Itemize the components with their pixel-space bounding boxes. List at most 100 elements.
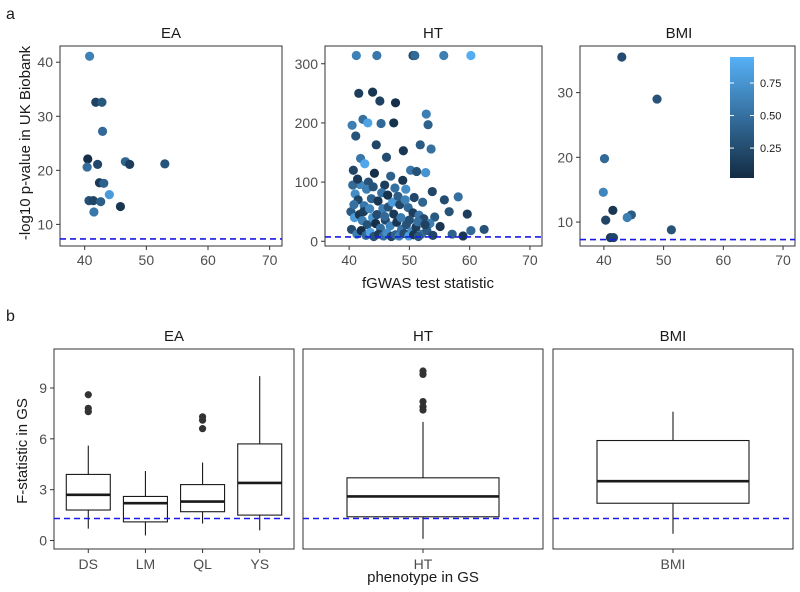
scatter-point-bmi	[622, 212, 632, 223]
scatter-point-ht	[349, 199, 359, 210]
y-tick-label-a-ht: 100	[295, 174, 319, 190]
scatter-point-ht	[479, 224, 489, 235]
scatter-point-bmi	[598, 187, 608, 197]
scatter-point-ea	[104, 190, 114, 200]
scatter-point-ht	[400, 195, 410, 205]
facet-label-a-ht: HT	[423, 25, 443, 42]
scatter-point-ht	[387, 197, 398, 207]
panel-letter-b: b	[6, 308, 15, 325]
panel-frame-a-bmi	[579, 45, 796, 247]
outlier-point-ql	[198, 425, 207, 433]
scatter-point-ea	[125, 159, 135, 169]
scatter-point-bmi	[666, 225, 676, 235]
scatter-point-ht	[372, 210, 382, 220]
scatter-point-ht	[415, 140, 425, 150]
scatter-point-ht	[375, 96, 385, 106]
y-tick-label-a-ea: 30	[37, 108, 53, 124]
y-axis-title-b: F-statistic in GS	[14, 398, 31, 504]
x-tick-label-a-ea: 70	[262, 252, 278, 268]
y-tick-label-b: 9	[39, 380, 47, 396]
facet-label-b-ht: HT	[413, 328, 433, 345]
box-ql	[180, 484, 226, 513]
scatter-point-ht	[390, 98, 401, 108]
box-bmi	[596, 439, 750, 504]
scatter-point-ht	[427, 186, 437, 197]
scatter-point-ht	[466, 226, 476, 236]
scatter-point-ht	[430, 212, 440, 222]
x-tick-label-b-ht: HT	[414, 556, 433, 572]
scatter-point-ea	[160, 159, 170, 169]
scatter-point-ht	[393, 191, 403, 201]
scatter-point-ht	[347, 120, 357, 130]
x-tick-label-a-bmi: 70	[775, 252, 791, 268]
scatter-point-ht	[383, 190, 393, 200]
scatter-point-ht	[390, 183, 400, 193]
scatter-point-ea	[93, 159, 103, 169]
scatter-point-ea	[85, 51, 95, 61]
scatter-point-ht	[380, 180, 390, 190]
panel-letter-a: a	[6, 6, 15, 23]
y-tick-label-a-bmi: 10	[557, 214, 573, 230]
box-ds	[65, 473, 111, 511]
y-tick-label-a-bmi: 30	[557, 85, 573, 101]
outlier-point-ht	[419, 367, 427, 375]
scatter-point-ea	[82, 162, 92, 172]
scatter-point-ea	[97, 97, 107, 107]
scatter-point-ht	[351, 50, 361, 61]
scatter-point-ht	[410, 50, 420, 61]
x-tick-label-a-ht: 50	[402, 252, 418, 268]
scatter-point-ht	[369, 168, 380, 178]
y-axis-title-a: -log10 p-value in UK Biobank	[17, 45, 34, 240]
scatter-point-ht	[389, 209, 399, 219]
scatter-point-bmi	[608, 232, 619, 243]
scatter-point-ea	[115, 201, 126, 212]
scatter-point-ht	[409, 192, 419, 203]
scatter-point-ht	[420, 220, 430, 230]
x-tick-label-a-ea: 50	[139, 252, 155, 268]
facet-label-a-bmi: BMI	[666, 25, 693, 42]
x-tick-label-a-bmi: 40	[596, 252, 612, 268]
scatter-point-bmi	[608, 205, 618, 216]
scatter-point-ht	[380, 211, 390, 222]
x-tick-label-a-bmi: 50	[656, 252, 672, 268]
scatter-point-ht	[466, 50, 476, 61]
scatter-point-bmi	[617, 52, 627, 62]
scatter-point-ht	[368, 87, 378, 97]
scatter-point-ea	[97, 126, 108, 137]
scatter-point-ea	[99, 178, 109, 188]
panel-frame-b-ea	[53, 348, 295, 550]
y-tick-label-b: 0	[39, 533, 47, 549]
scatter-point-ht	[354, 88, 364, 98]
scatter-point-ht	[412, 166, 422, 177]
scatter-point-ea	[83, 154, 93, 164]
x-tick-label-b-ql: QL	[193, 556, 212, 572]
outlier-point-ql	[198, 413, 207, 421]
scatter-point-ht	[428, 230, 438, 240]
scatter-point-ht	[439, 50, 449, 61]
scatter-point-ht	[389, 118, 399, 128]
x-tick-label-b-lm: LM	[136, 556, 155, 572]
scatter-point-ht	[398, 146, 408, 156]
scatter-point-ht	[439, 195, 449, 205]
outlier-point-ht	[419, 403, 427, 411]
x-tick-label-b-ys: YS	[250, 556, 269, 572]
scatter-point-ht	[396, 212, 406, 223]
x-axis-title-b: phenotype in GS	[367, 569, 479, 586]
scatter-point-ht	[373, 196, 383, 206]
scatter-point-ht	[426, 144, 436, 154]
x-tick-label-a-ht: 70	[522, 252, 538, 268]
x-tick-label-a-ht: 60	[462, 252, 478, 268]
scatter-point-ht	[381, 152, 392, 162]
scatter-point-ht	[413, 217, 423, 227]
box-ys	[237, 443, 283, 516]
scatter-point-ht	[453, 192, 463, 202]
outlier-point-ht	[419, 397, 427, 406]
scatter-point-ht	[376, 118, 386, 129]
scatter-point-ht	[368, 182, 378, 192]
scatter-point-ht	[458, 231, 468, 241]
scatter-point-ht	[363, 118, 373, 128]
scatter-point-ht	[401, 184, 411, 194]
outlier-point-ds	[84, 404, 92, 412]
colorbar-tick-label: 0.75	[760, 78, 781, 90]
